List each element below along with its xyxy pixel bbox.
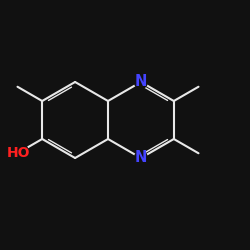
Text: N: N [135,74,147,90]
Text: N: N [135,150,147,166]
Text: HO: HO [7,146,30,160]
Circle shape [134,76,147,88]
Circle shape [134,152,147,164]
Circle shape [8,143,28,163]
